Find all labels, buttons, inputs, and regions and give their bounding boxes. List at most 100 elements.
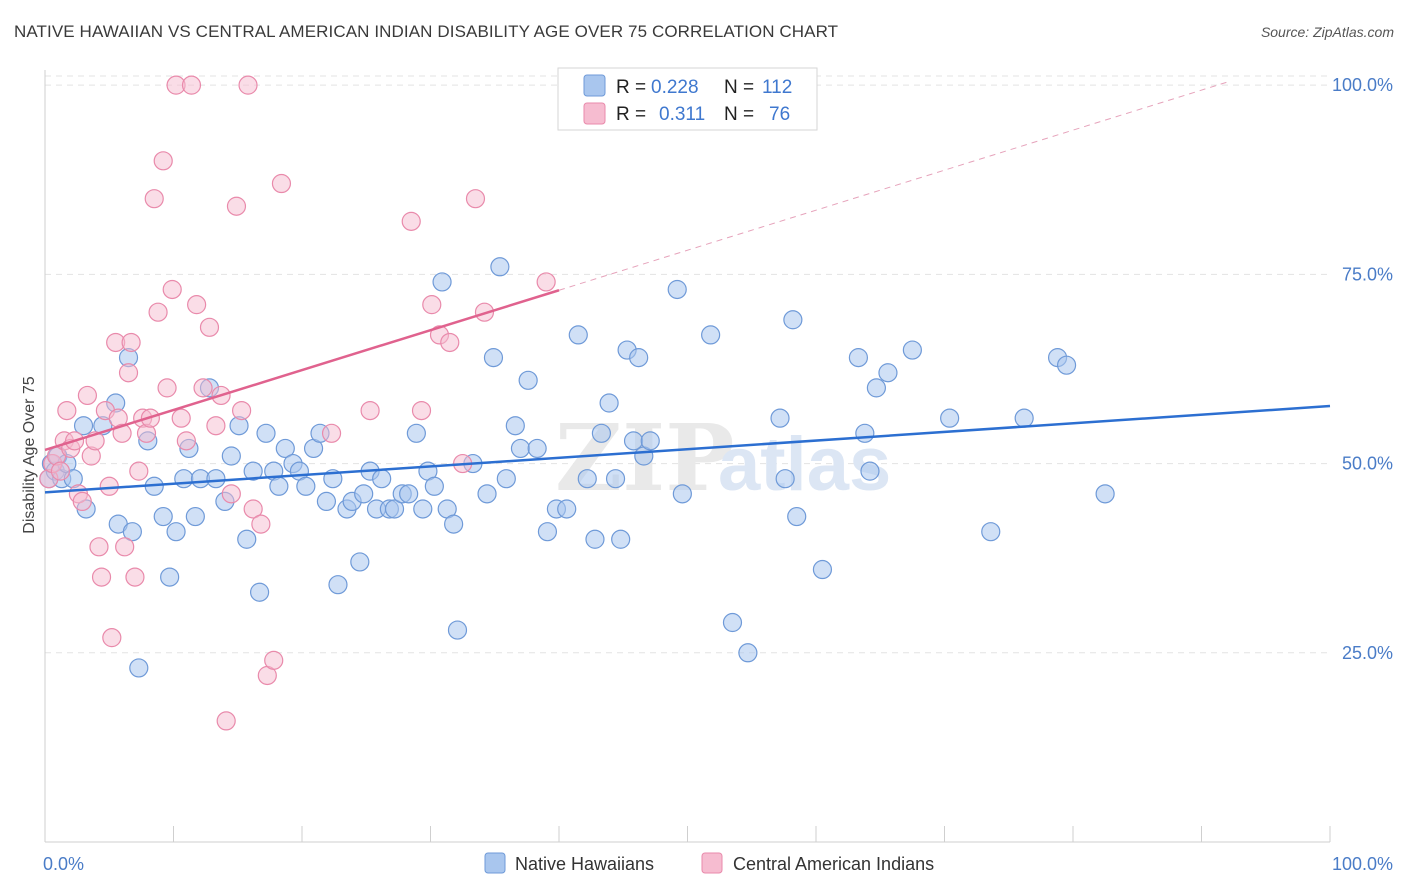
point-native-hawaiian-7 (73, 416, 94, 436)
point-central-american-indian-40 (199, 317, 220, 337)
watermark: ZIP atlas (555, 404, 891, 512)
point-native-hawaiian-76 (577, 469, 597, 489)
point-central-american-indian-46 (232, 400, 252, 421)
point-central-american-indian-57 (422, 295, 442, 315)
point-native-hawaiian-70 (518, 370, 538, 390)
point-central-american-indian-52 (271, 173, 292, 194)
trend-lines (44, 81, 1331, 494)
legend-r-label-1: R = (616, 77, 646, 98)
point-central-american-indian-29 (144, 189, 164, 209)
point-central-american-indian-14 (91, 567, 112, 587)
point-native-hawaiian-92 (770, 408, 790, 428)
legend-swatch-blue (583, 74, 606, 97)
y-tick-label-50: 50.0% (1342, 454, 1393, 474)
point-native-hawaiian-29 (237, 529, 257, 549)
point-native-hawaiian-95 (787, 506, 807, 527)
point-native-hawaiian-34 (269, 476, 289, 496)
point-native-hawaiian-78 (591, 423, 612, 443)
point-central-american-indian-24 (125, 567, 145, 587)
point-central-american-indian-21 (115, 537, 135, 557)
point-central-american-indian-51 (264, 650, 284, 670)
bottom-legend-label-1: Native Hawaiians (515, 854, 654, 874)
point-native-hawaiian-32 (256, 423, 276, 443)
legend-n-value-2: 76 (769, 104, 790, 125)
point-central-american-indian-37 (181, 75, 202, 95)
point-native-hawaiian-43 (328, 575, 348, 595)
point-central-american-indian-59 (440, 332, 460, 353)
point-native-hawaiian-30 (243, 461, 263, 481)
x-tick-label-max: 100.0% (1332, 854, 1393, 874)
legend-r-label-2: R = (616, 104, 646, 125)
series-central-american-indians (39, 75, 556, 731)
point-native-hawaiian-93 (775, 469, 795, 489)
point-native-hawaiian-68 (505, 416, 525, 436)
point-central-american-indian-35 (171, 408, 191, 428)
point-native-hawaiian-96 (812, 559, 833, 580)
point-native-hawaiian-103 (940, 408, 960, 428)
point-native-hawaiian-97 (848, 348, 869, 368)
point-native-hawaiian-75 (568, 325, 588, 345)
point-native-hawaiian-52 (384, 499, 405, 519)
bottom-legend: Native Hawaiians Central American Indian… (484, 852, 934, 874)
trend-line-central-american-indians (44, 289, 560, 452)
point-native-hawaiian-86 (640, 431, 660, 451)
point-central-american-indian-53 (321, 423, 342, 443)
point-native-hawaiian-74 (557, 499, 577, 519)
point-native-hawaiian-38 (296, 476, 316, 496)
point-native-hawaiian-77 (585, 529, 605, 549)
point-native-hawaiian-46 (350, 552, 370, 572)
point-central-american-indian-25 (129, 461, 149, 481)
trend-line-extension-central-american-indians (558, 81, 1228, 291)
point-central-american-indian-43 (216, 711, 236, 731)
legend-swatch-pink (583, 102, 606, 125)
bottom-legend-swatch-blue (484, 852, 506, 874)
legend-n-label-1: N = (724, 77, 754, 98)
point-native-hawaiian-99 (860, 461, 880, 481)
point-native-hawaiian-66 (490, 257, 510, 277)
point-central-american-indian-49 (251, 514, 271, 534)
point-native-hawaiian-59 (432, 272, 452, 292)
point-native-hawaiian-62 (447, 620, 468, 640)
point-central-american-indian-63 (536, 272, 556, 292)
point-central-american-indian-3 (50, 461, 71, 481)
point-native-hawaiian-18 (160, 567, 180, 587)
point-native-hawaiian-72 (537, 522, 558, 542)
point-central-american-indian-47 (238, 75, 258, 95)
point-native-hawaiian-65 (483, 348, 504, 368)
point-central-american-indian-23 (121, 332, 141, 353)
point-native-hawaiian-50 (372, 469, 392, 489)
axes (44, 70, 1331, 843)
point-central-american-indian-9 (72, 491, 92, 512)
point-central-american-indian-44 (221, 484, 241, 504)
point-central-american-indian-33 (162, 279, 182, 300)
point-native-hawaiian-108 (1095, 484, 1115, 504)
point-native-hawaiian-55 (406, 423, 426, 443)
point-central-american-indian-31 (153, 151, 173, 171)
point-native-hawaiian-79 (599, 393, 619, 413)
point-native-hawaiian-104 (981, 522, 1001, 542)
point-central-american-indian-54 (360, 400, 380, 421)
gridlines (45, 75, 1330, 654)
series-native-hawaiians (39, 257, 1115, 678)
bottom-legend-swatch-pink (701, 852, 723, 874)
trend-line-native-hawaiians (44, 404, 1331, 494)
point-native-hawaiian-94 (783, 310, 803, 330)
point-native-hawaiian-81 (611, 529, 631, 549)
point-central-american-indian-10 (77, 385, 98, 406)
point-native-hawaiian-100 (866, 378, 886, 398)
point-native-hawaiian-87 (667, 279, 687, 300)
point-central-american-indian-45 (226, 196, 247, 216)
point-native-hawaiian-14 (129, 658, 149, 678)
point-native-hawaiian-58 (424, 476, 444, 496)
point-central-american-indian-22 (118, 363, 139, 383)
point-central-american-indian-55 (401, 211, 421, 231)
point-central-american-indian-48 (243, 499, 263, 519)
point-native-hawaiian-105 (1014, 408, 1034, 428)
point-native-hawaiian-56 (413, 499, 433, 519)
point-native-hawaiian-88 (672, 484, 692, 504)
chart-title: NATIVE HAWAIIAN VS CENTRAL AMERICAN INDI… (14, 22, 839, 41)
legend-r-value-1: 0.228 (651, 77, 699, 98)
point-central-american-indian-13 (89, 537, 109, 557)
point-native-hawaiian-61 (444, 514, 464, 534)
